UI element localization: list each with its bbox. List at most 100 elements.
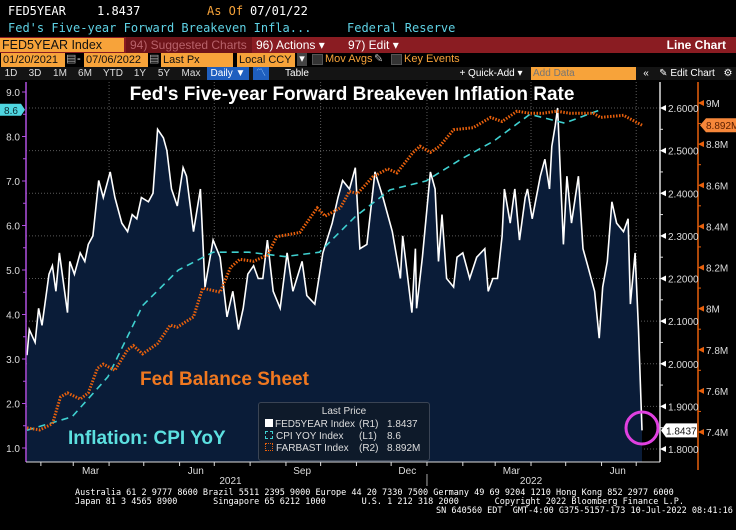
right2-last-value-label: 8.892M xyxy=(706,121,736,132)
date-separator: - xyxy=(77,53,81,65)
right1-last-value-label: 1.8437 xyxy=(666,426,697,437)
x-year-label: 2022 xyxy=(520,476,543,487)
calendar-icon[interactable]: ▤ xyxy=(66,53,77,65)
calendar-icon[interactable]: ▤ xyxy=(149,53,160,65)
right2-tick-label: 9M xyxy=(706,99,720,110)
right1-tick-label: 2.0000 xyxy=(668,360,699,371)
pencil-icon: ✎ xyxy=(659,68,671,79)
right1-tick xyxy=(660,275,666,282)
footer-contacts-1: Australia 61 2 9777 8600 Brazil 5511 239… xyxy=(75,488,674,498)
left-tick-label: 7.0 xyxy=(6,177,20,188)
legend-axis: (L1) xyxy=(359,431,377,442)
right2-tick xyxy=(698,429,704,435)
right1-tick-label: 1.8000 xyxy=(668,445,699,456)
right1-last-value-tag xyxy=(661,423,697,438)
end-date-field[interactable]: 07/06/2022 xyxy=(84,53,148,67)
right1-tick xyxy=(660,360,666,367)
right2-tick-label: 7.4M xyxy=(706,428,728,439)
right1-tick xyxy=(660,105,666,111)
right1-tick-label: 2.2000 xyxy=(668,275,699,286)
legend-swatch-solid xyxy=(265,419,273,427)
chart-style-icon[interactable]: 〽 xyxy=(253,67,269,80)
quick-add-button[interactable]: + Quick-Add ▾ xyxy=(459,68,523,79)
period-3d[interactable]: 3D xyxy=(28,68,42,79)
period-1d[interactable]: 1D xyxy=(4,68,18,79)
legend-name: CPI YOY Index xyxy=(276,431,344,442)
left-last-value-tag xyxy=(0,103,25,116)
mov-avgs-checkbox[interactable] xyxy=(312,54,323,65)
pencil-icon[interactable]: ✎ xyxy=(374,53,384,65)
x-tick-label: Mar xyxy=(503,466,521,477)
gear-icon[interactable]: ⚙ xyxy=(723,68,733,79)
right2-tick xyxy=(698,305,704,312)
function-bar: FED5YEAR Index 94) Suggested Charts 96) … xyxy=(0,37,736,53)
period-bar: 1D 3D 1M 6M YTD 1Y 5Y Max Daily ▼ 〽 Tabl… xyxy=(0,67,736,80)
right2-tick-label: 8.2M xyxy=(706,264,728,275)
period-1m[interactable]: 1M xyxy=(53,68,67,79)
series-line-fed5year xyxy=(26,107,643,431)
right1-tick xyxy=(660,318,666,325)
currency-select[interactable]: Local CCY xyxy=(237,53,295,67)
security-field[interactable]: FED5YEAR Index xyxy=(0,38,124,52)
chart-type-label: Line Chart xyxy=(662,37,730,53)
left-tick-label: 2.0 xyxy=(6,400,20,411)
right2-last-value-tag xyxy=(700,118,736,133)
right1-tick xyxy=(660,446,666,452)
left-last-value-label: 8.6 xyxy=(4,106,18,117)
legend-item-farbast[interactable]: FARBAST Index (R2) 8.892M xyxy=(265,443,425,455)
left-tick-label: 8.0 xyxy=(6,133,20,144)
field-select[interactable]: Last Px xyxy=(161,53,233,67)
x-year-label: 2021 xyxy=(219,476,242,487)
legend-name: FARBAST Index xyxy=(276,443,349,454)
x-tick-label: Mar xyxy=(82,466,100,477)
right2-tick-label: 8.8M xyxy=(706,140,728,151)
table-button[interactable]: Table xyxy=(285,68,309,79)
series-line-cpi xyxy=(26,109,601,431)
right1-tick xyxy=(660,147,666,154)
legend-item-fed5year[interactable]: FED5YEAR Index (R1) 1.8437 xyxy=(265,419,425,431)
period-1y[interactable]: 1Y xyxy=(133,68,147,79)
as-of-label: As Of xyxy=(207,4,244,18)
legend-axis: (R2) xyxy=(359,443,379,454)
right1-tick xyxy=(660,232,666,239)
fed5year-area xyxy=(27,108,642,462)
right2-tick xyxy=(698,141,704,148)
period-max[interactable]: Max xyxy=(181,68,201,79)
right2-tick xyxy=(698,387,704,394)
actions-menu[interactable]: 96) Actions ▾ xyxy=(252,37,329,53)
legend: Last Price FED5YEAR Index (R1) 1.8437 CP… xyxy=(258,402,430,461)
legend-swatch-dashed xyxy=(265,431,273,439)
legend-value: 1.8437 xyxy=(387,419,418,430)
collapse-button[interactable]: « xyxy=(643,68,649,79)
right2-tick-label: 8.6M xyxy=(706,181,728,192)
chart-canvas[interactable]: 1.0 2.0 3.0 4.0 5.0 6.0 7.0 8.0 9.0 8.6 1.8000 1.90… xyxy=(0,80,736,490)
legend-axis: (R1) xyxy=(359,419,379,430)
data-source: Federal Reserve xyxy=(347,21,456,35)
right1-tick-label: 2.3000 xyxy=(668,232,699,243)
period-5y[interactable]: 5Y xyxy=(157,68,171,79)
left-tick-label: 4.0 xyxy=(6,311,20,322)
key-events-checkbox[interactable] xyxy=(391,54,402,65)
legend-item-cpi[interactable]: CPI YOY Index (L1) 8.6 xyxy=(265,431,425,443)
legend-title: Last Price xyxy=(321,406,367,417)
legend-value: 8.6 xyxy=(387,431,401,442)
frequency-select[interactable]: Daily ▼ xyxy=(207,67,249,80)
right1-tick-label: 2.4000 xyxy=(668,189,699,200)
left-tick-label: 3.0 xyxy=(6,355,20,366)
currency-dropdown-icon[interactable]: ▾ xyxy=(297,53,307,66)
left-tick-label: 1.0 xyxy=(6,444,20,455)
add-data-input[interactable] xyxy=(531,67,636,80)
right2-tick xyxy=(698,223,704,230)
period-ytd[interactable]: YTD xyxy=(103,68,123,79)
security-description: Fed's Five-year Forward Breakeven Infla.… xyxy=(8,21,312,35)
start-date-field[interactable]: 01/20/2021 xyxy=(1,53,65,67)
right1-tick xyxy=(660,190,666,197)
legend-swatch-dotted xyxy=(265,443,273,451)
right2-tick xyxy=(698,264,704,271)
period-6m[interactable]: 6M xyxy=(78,68,92,79)
edit-chart-button[interactable]: ✎ Edit Chart xyxy=(656,67,718,80)
edit-menu[interactable]: 97) Edit ▾ xyxy=(344,37,403,53)
edit-chart-label: Edit Chart xyxy=(670,68,715,79)
axes: 1.0 2.0 3.0 4.0 5.0 6.0 7.0 8.0 9.0 8.6 1.8000 1.90… xyxy=(0,82,736,487)
suggested-charts-button[interactable]: 94) Suggested Charts xyxy=(126,37,252,53)
